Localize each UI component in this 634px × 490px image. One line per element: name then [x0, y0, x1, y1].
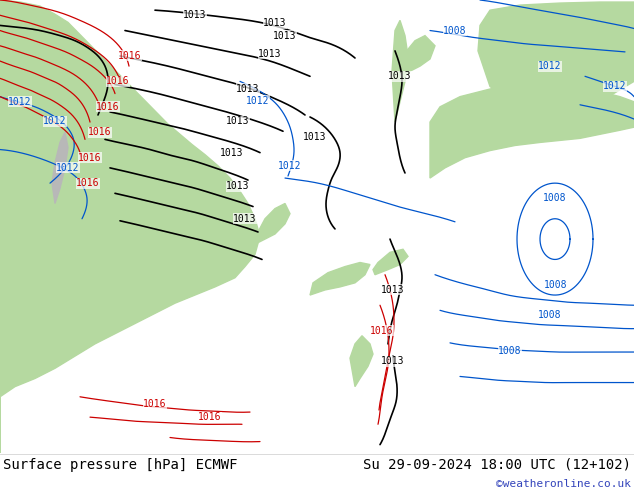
Text: 1012: 1012	[538, 61, 562, 71]
Text: 1012: 1012	[603, 81, 627, 92]
Polygon shape	[392, 21, 408, 122]
Text: 1013: 1013	[388, 72, 411, 81]
Polygon shape	[52, 132, 68, 203]
Text: 1013: 1013	[273, 30, 297, 41]
Text: 1016: 1016	[119, 51, 142, 61]
Polygon shape	[255, 203, 290, 244]
Text: 1013: 1013	[381, 285, 404, 295]
Polygon shape	[398, 36, 435, 81]
Text: 1013: 1013	[303, 132, 327, 143]
Polygon shape	[478, 2, 634, 112]
Text: 1013: 1013	[183, 10, 207, 20]
Text: 1016: 1016	[198, 412, 222, 422]
Text: 1013: 1013	[381, 356, 404, 366]
Text: 1013: 1013	[226, 181, 250, 191]
Text: 1008: 1008	[538, 310, 562, 320]
Text: 1016: 1016	[107, 76, 130, 86]
Text: 1008: 1008	[498, 346, 522, 356]
Text: 1008: 1008	[543, 194, 567, 203]
Polygon shape	[0, 0, 260, 453]
Polygon shape	[430, 81, 634, 178]
Text: 1016: 1016	[76, 178, 100, 188]
Text: 1013: 1013	[220, 147, 243, 158]
Text: 1008: 1008	[443, 25, 467, 35]
Text: 1012: 1012	[8, 97, 32, 107]
Text: 1013: 1013	[263, 19, 287, 28]
Text: 1016: 1016	[88, 127, 112, 137]
Text: 1012: 1012	[246, 96, 269, 106]
Text: Surface pressure [hPa] ECMWF: Surface pressure [hPa] ECMWF	[3, 458, 238, 472]
Text: Su 29-09-2024 18:00 UTC (12+102): Su 29-09-2024 18:00 UTC (12+102)	[363, 458, 631, 472]
Polygon shape	[373, 249, 408, 275]
Text: 1008: 1008	[544, 280, 568, 290]
Text: 1012: 1012	[43, 116, 67, 126]
Text: ©weatheronline.co.uk: ©weatheronline.co.uk	[496, 479, 631, 490]
Text: 1013: 1013	[233, 214, 257, 224]
Text: 1013: 1013	[226, 116, 250, 126]
Text: 1016: 1016	[370, 326, 394, 336]
Text: 1013: 1013	[236, 83, 260, 94]
Text: 1013: 1013	[258, 49, 281, 59]
Text: 1012: 1012	[278, 161, 302, 171]
Polygon shape	[350, 336, 373, 387]
Text: 1016: 1016	[78, 153, 101, 163]
Text: 1016: 1016	[96, 102, 120, 112]
Text: 1012: 1012	[56, 163, 80, 173]
Polygon shape	[310, 263, 370, 295]
Text: 1016: 1016	[143, 399, 167, 409]
